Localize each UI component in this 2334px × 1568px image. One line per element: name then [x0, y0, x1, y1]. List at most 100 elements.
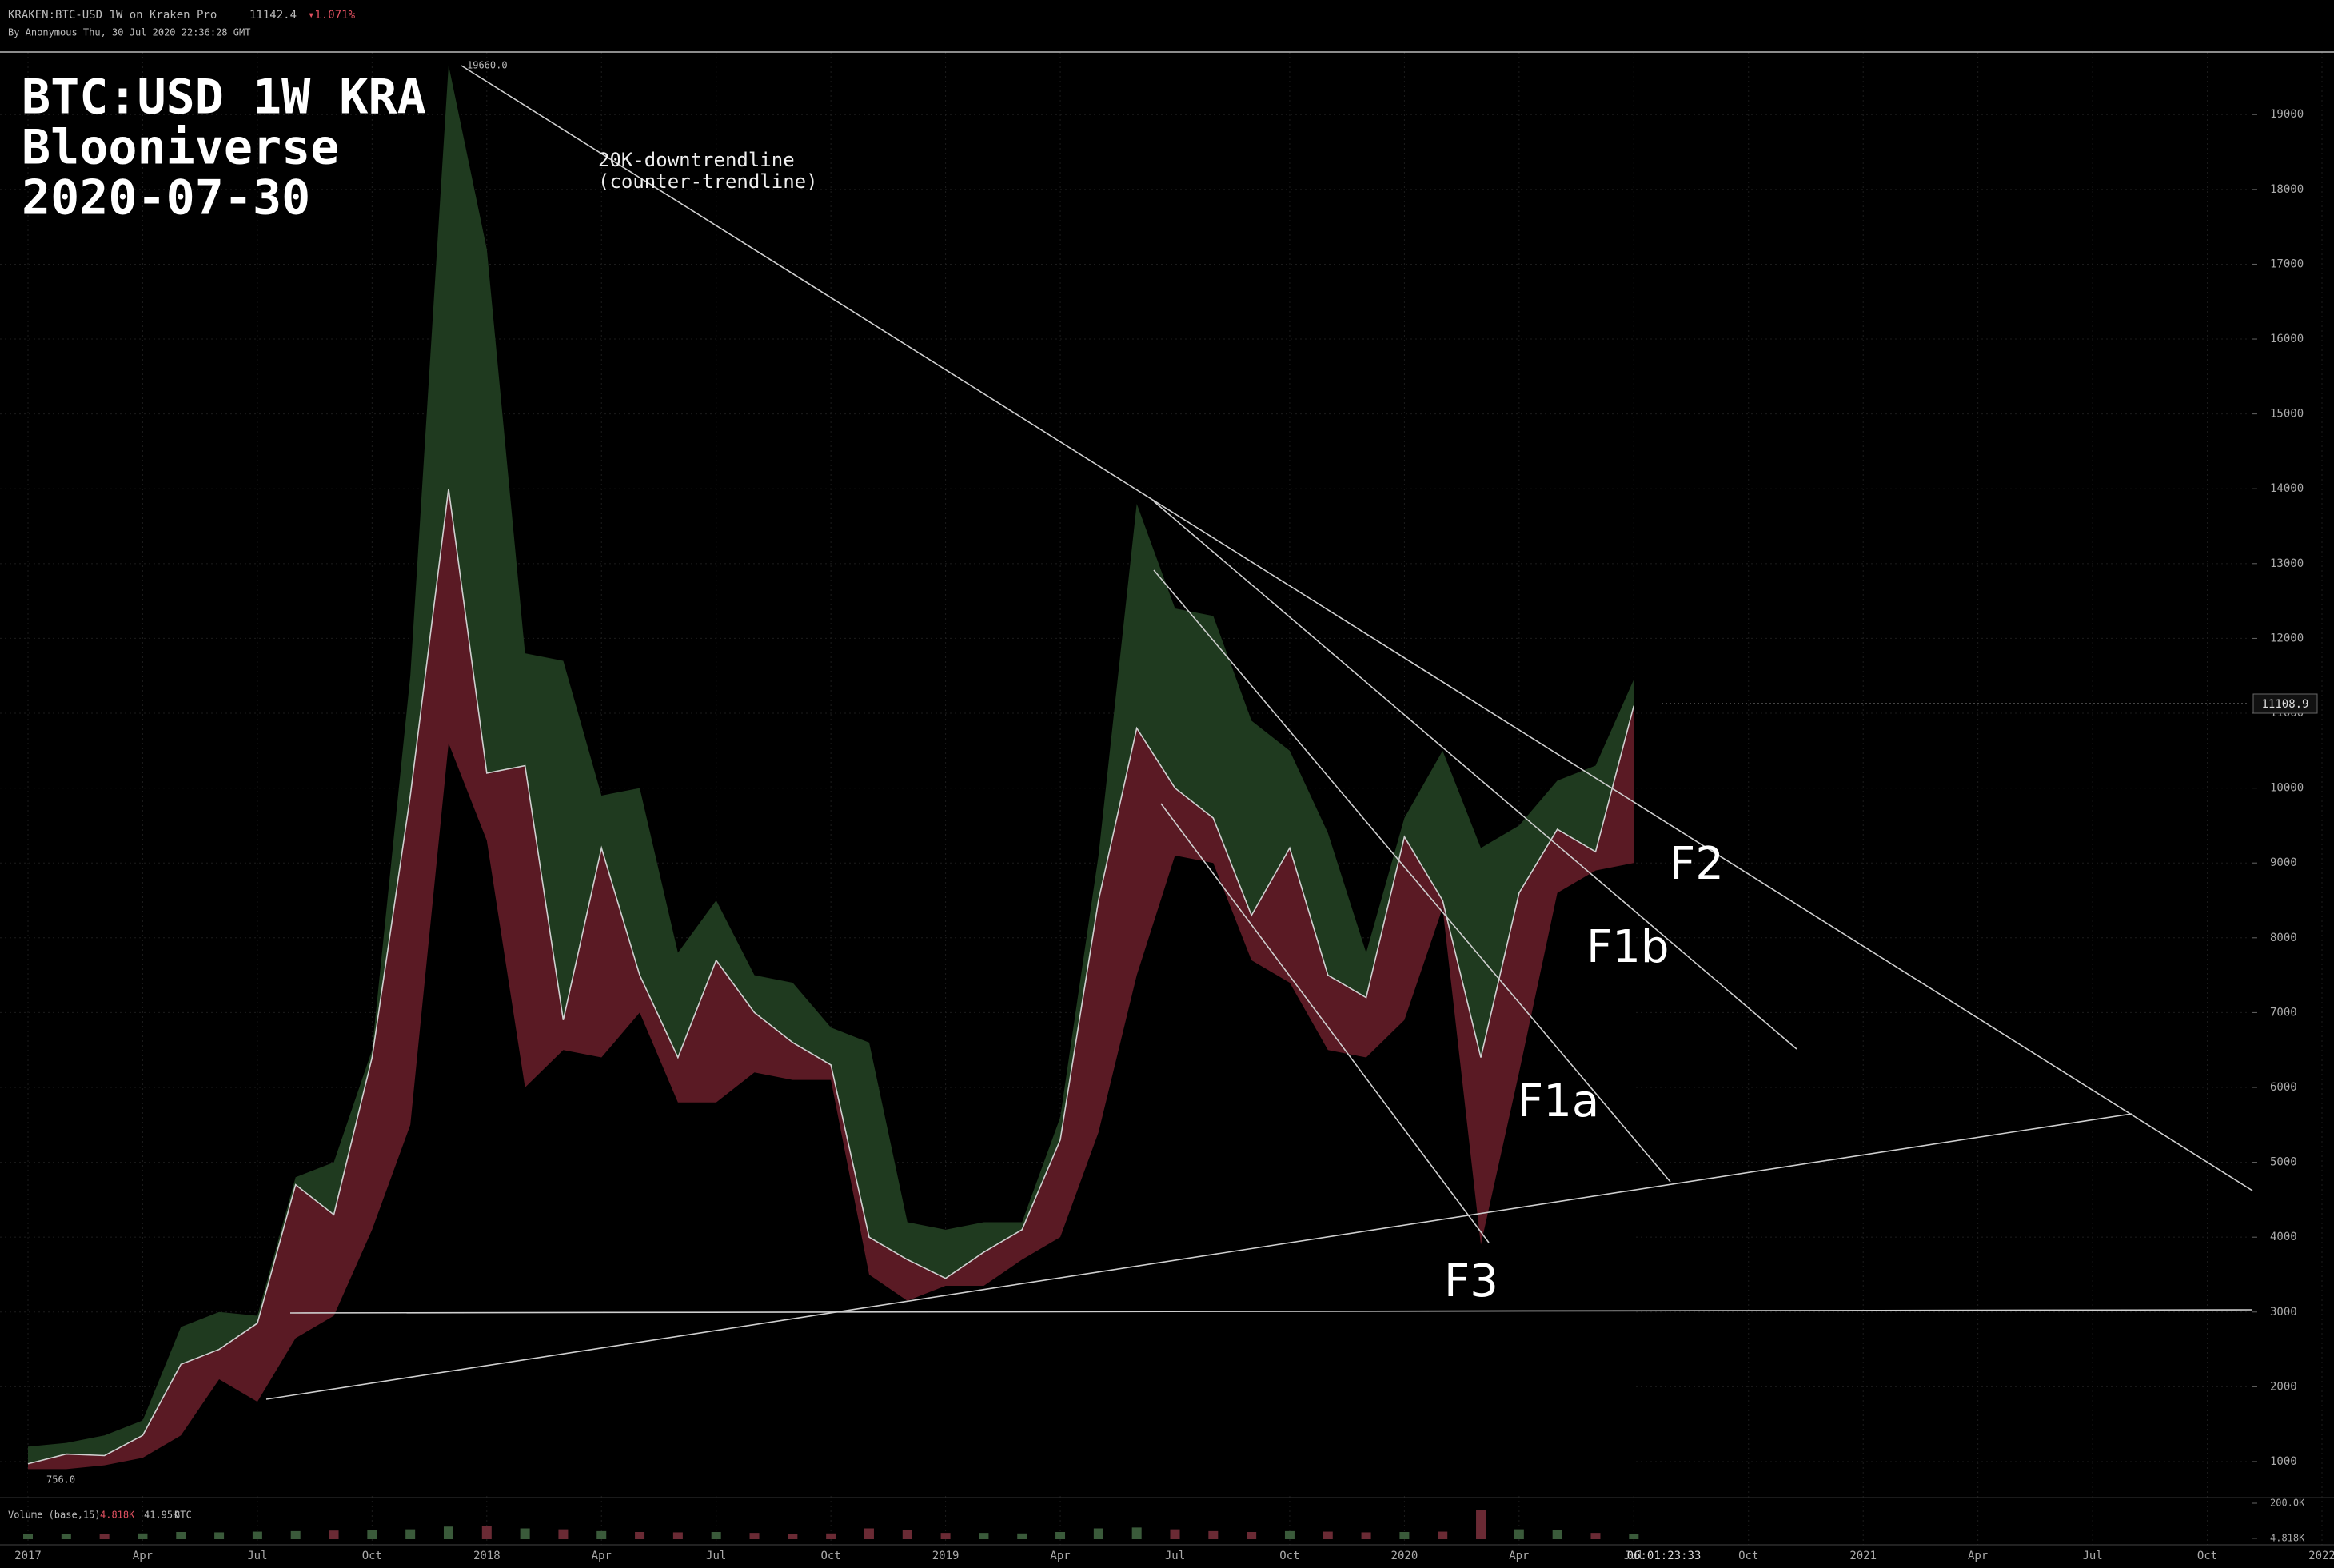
- volume-bar: [1208, 1530, 1219, 1539]
- volume-bar: [138, 1533, 148, 1539]
- trendline: [461, 65, 2253, 1191]
- y-tick-label: 1000: [2270, 1455, 2297, 1468]
- volume-bar: [1247, 1532, 1257, 1539]
- volume-bar: [214, 1532, 225, 1539]
- annotation: 20K-downtrendline: [598, 149, 795, 171]
- volume-bar: [99, 1534, 110, 1539]
- y-tick-label: 9000: [2270, 856, 2297, 869]
- y-tick-label: 7000: [2270, 1006, 2297, 1019]
- symbol: KRAKEN:BTC-USD 1W on Kraken Pro: [8, 9, 217, 22]
- y-tick-label: 17000: [2270, 257, 2304, 270]
- y-tick-label: 13000: [2270, 557, 2304, 570]
- y-tick-label: 18000: [2270, 183, 2304, 196]
- trendline: [265, 1113, 2133, 1400]
- byline: By Anonymous Thu, 30 Jul 2020 22:36:28 G…: [8, 27, 250, 38]
- x-tick-label: Apr: [1968, 1550, 1988, 1562]
- x-tick-label: Jul: [1165, 1550, 1185, 1562]
- low-label: 756.0: [46, 1474, 75, 1486]
- volume-bar: [1170, 1529, 1180, 1539]
- x-tick-label: Jul: [2082, 1550, 2102, 1562]
- volume-bar: [23, 1534, 33, 1539]
- annotation: F3: [1444, 1255, 1498, 1307]
- x-tick-label: Apr: [1509, 1550, 1529, 1562]
- y-tick-label: 4000: [2270, 1231, 2297, 1243]
- x-tick-label: 2018: [473, 1550, 501, 1562]
- x-tick-label: Oct: [362, 1550, 382, 1562]
- annotation: F2: [1670, 838, 1724, 890]
- volume-bar: [558, 1529, 569, 1539]
- volume-label: Volume (base,15): [8, 1510, 101, 1521]
- y-tick-label: 14000: [2270, 482, 2304, 495]
- x-tick-label: 2022: [2308, 1550, 2334, 1562]
- volume-tick-label: 200.0K: [2270, 1498, 2305, 1509]
- volume-average: 41.95K: [144, 1510, 179, 1521]
- volume-bar: [61, 1534, 71, 1539]
- price: 11142.4: [249, 9, 297, 22]
- y-tick-label: 16000: [2270, 333, 2304, 345]
- last-price-box: [2252, 693, 2318, 714]
- volume-bar: [940, 1533, 951, 1539]
- volume-bar: [443, 1526, 453, 1539]
- volume-bar: [1361, 1532, 1371, 1539]
- title-line: Blooniverse: [22, 120, 339, 176]
- y-tick-label: 8000: [2270, 932, 2297, 944]
- annotation: (counter-trendline): [598, 170, 818, 193]
- volume-bar: [405, 1529, 416, 1539]
- annotation: F1b: [1586, 921, 1669, 973]
- trendline: [289, 1309, 2253, 1314]
- countdown: 06:01:23:33: [1627, 1550, 1702, 1562]
- volume-bar: [1399, 1532, 1410, 1539]
- y-tick-label: 3000: [2270, 1306, 2297, 1319]
- trendlines: [265, 65, 2253, 1400]
- close-line: [27, 489, 1635, 1465]
- y-tick-label: 15000: [2270, 408, 2304, 421]
- y-tick-label: 19000: [2270, 108, 2304, 121]
- volume-bar: [1476, 1510, 1486, 1539]
- volume-bar: [290, 1530, 301, 1539]
- x-tick-label: 2020: [1391, 1550, 1418, 1562]
- y-tick-label: 10000: [2270, 782, 2304, 795]
- x-tick-label: Jul: [1624, 1550, 1644, 1562]
- plot: 200.0K 4.818K: [23, 65, 2305, 1543]
- volume-bar: [1323, 1531, 1333, 1539]
- volume-bar: [520, 1528, 530, 1539]
- volume-bar: [176, 1532, 186, 1539]
- volume-bar: [864, 1528, 874, 1539]
- volume-bar: [979, 1533, 989, 1539]
- volume-bar: [902, 1530, 912, 1539]
- last-price: 11108.9: [2261, 698, 2308, 711]
- volume-bar: [1514, 1529, 1524, 1539]
- volume-bar: [596, 1530, 607, 1539]
- x-tick-label: Oct: [2197, 1550, 2217, 1562]
- x-tick-label: Apr: [133, 1550, 153, 1562]
- volume-bar: [1055, 1532, 1066, 1539]
- volume-bar: [672, 1532, 683, 1539]
- series-area: [28, 743, 1634, 1495]
- x-tick-label: Jul: [247, 1550, 267, 1562]
- title-line: 2020-07-30: [22, 170, 310, 226]
- volume-bar: [749, 1533, 760, 1539]
- x-tick-label: 2019: [932, 1550, 960, 1562]
- annotation: F1a: [1518, 1075, 1599, 1127]
- trendline: [1153, 501, 1797, 1050]
- volume-bar: [1131, 1527, 1142, 1539]
- volume-bar: [329, 1530, 339, 1539]
- x-tick-label: Oct: [821, 1550, 841, 1562]
- volume-bar: [1017, 1533, 1027, 1539]
- volume-bar: [1552, 1530, 1562, 1539]
- change: ▾1.071%: [308, 9, 356, 22]
- volume-bar: [1629, 1534, 1639, 1539]
- y-tick-label: 6000: [2270, 1081, 2297, 1094]
- volume-bar: [252, 1531, 262, 1539]
- volume-bar: [788, 1534, 798, 1539]
- volume-bar: [1438, 1531, 1448, 1539]
- y-tick-label: 5000: [2270, 1156, 2297, 1169]
- x-tick-label: Oct: [1738, 1550, 1758, 1562]
- volume-unit: BTC: [174, 1510, 192, 1521]
- volume-last: 4.818K: [100, 1510, 135, 1521]
- high-label: 19660.0: [467, 60, 508, 71]
- y-tick-label: 12000: [2270, 632, 2304, 644]
- x-tick-label: 2017: [14, 1550, 42, 1562]
- volume-bar: [826, 1533, 836, 1539]
- x-tick-label: Apr: [1050, 1550, 1070, 1562]
